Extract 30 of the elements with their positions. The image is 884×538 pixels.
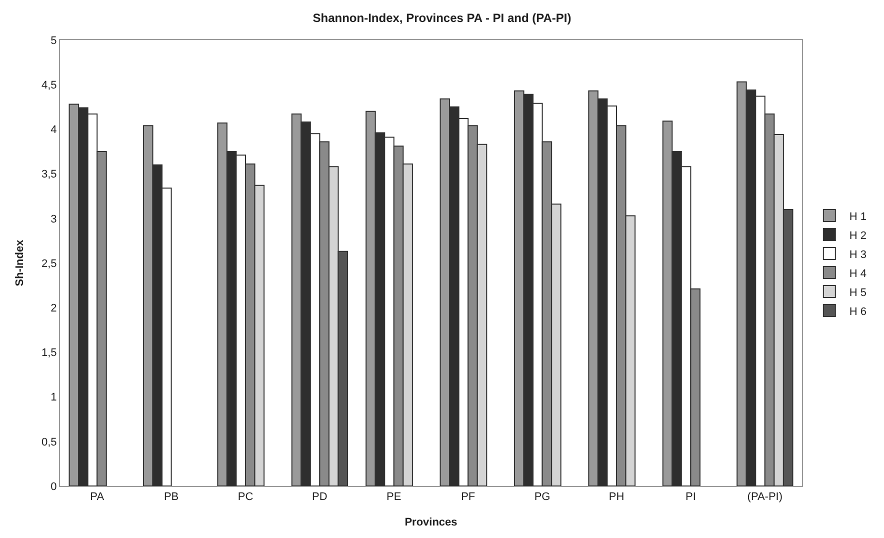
legend-label: H 6 — [849, 306, 867, 318]
x-tick-label: PI — [685, 491, 696, 504]
x-tick-label: PD — [312, 491, 328, 504]
y-tick-label: 2 — [50, 302, 57, 314]
legend-label: H 2 — [849, 230, 867, 242]
x-axis-title: Provinces — [404, 516, 458, 528]
y-tick-label: 5 — [50, 34, 57, 47]
y-tick-label: 4,5 — [42, 79, 57, 92]
x-tick-label: PB — [164, 491, 179, 504]
y-tick-label: 0 — [50, 480, 57, 493]
legend-label: H 5 — [849, 286, 867, 299]
y-tick-label: 3,5 — [42, 168, 57, 181]
x-tick-label: PA — [90, 491, 105, 504]
x-tick-label: PG — [534, 491, 550, 504]
legend-label: H 1 — [849, 210, 867, 223]
x-tick-label: PE — [386, 491, 402, 504]
y-axis-title: Sh-Index — [14, 238, 26, 286]
y-tick-label: 3 — [50, 213, 57, 226]
y-tick-label: 0,5 — [42, 436, 57, 448]
x-tick-label: PH — [608, 491, 624, 504]
chart-title: Shannon-Index, Provinces PA - PI and (PA-PI) — [312, 10, 572, 25]
y-tick-label: 4 — [50, 124, 57, 136]
x-tick-label: PC — [238, 491, 254, 504]
x-tick-label: (PA-PI) — [747, 491, 783, 504]
y-tick-label: 1,5 — [42, 347, 57, 360]
legend-label: H 4 — [849, 268, 867, 280]
y-tick-label: 1 — [50, 392, 57, 404]
x-tick-label: PF — [461, 491, 476, 504]
legend-label: H 3 — [849, 248, 867, 261]
y-tick-label: 2,5 — [42, 258, 57, 270]
